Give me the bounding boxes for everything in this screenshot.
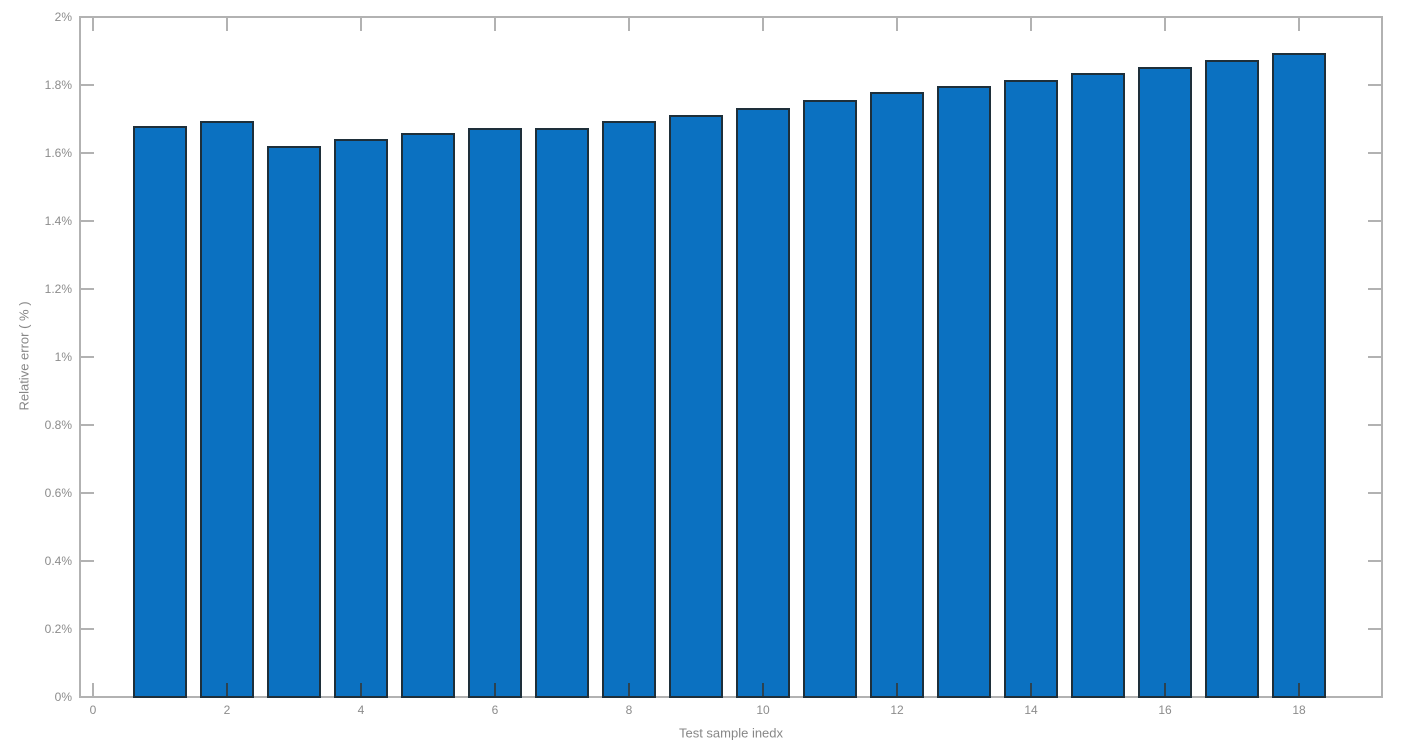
y-axis-tick — [81, 84, 94, 86]
bar — [1205, 60, 1259, 698]
y-tick-label: 1.2% — [44, 282, 72, 296]
x-tick-label: 10 — [756, 703, 770, 717]
x-tick-label: 2 — [223, 703, 231, 717]
x-axis-tick — [360, 683, 362, 696]
bar — [401, 133, 455, 698]
y-axis-tick-right — [1368, 288, 1381, 290]
y-axis-tick-right — [1368, 560, 1381, 562]
x-axis-tick — [92, 683, 94, 696]
y-tick-label: 2% — [54, 10, 72, 24]
bar — [669, 115, 723, 698]
x-axis-tick — [762, 683, 764, 696]
bar — [602, 121, 656, 698]
bar — [1071, 73, 1125, 698]
x-axis-tick-top — [226, 18, 228, 31]
y-tick-label: 1% — [54, 350, 72, 364]
y-axis-tick-right — [1368, 84, 1381, 86]
y-axis-tick — [81, 288, 94, 290]
y-tick-label: 0.6% — [44, 486, 72, 500]
y-tick-label: 0.2% — [44, 622, 72, 636]
y-axis-label: Relative error ( % ) — [16, 301, 32, 411]
x-tick-label: 18 — [1292, 703, 1306, 717]
x-axis-tick — [226, 683, 228, 696]
y-tick-label: 1.8% — [44, 78, 72, 92]
y-axis-tick — [81, 628, 94, 630]
y-axis-tick-right — [1368, 628, 1381, 630]
x-axis-tick — [896, 683, 898, 696]
bar — [1138, 67, 1192, 698]
bar — [334, 139, 388, 698]
y-axis-tick — [81, 424, 94, 426]
right-border-line — [1381, 16, 1383, 698]
y-axis-tick — [81, 16, 94, 18]
bar — [870, 92, 924, 698]
x-axis-tick-top — [494, 18, 496, 31]
x-axis-tick — [1030, 683, 1032, 696]
x-axis-tick-top — [762, 18, 764, 31]
x-axis-tick-top — [1030, 18, 1032, 31]
x-axis-tick — [494, 683, 496, 696]
x-tick-label: 16 — [1158, 703, 1172, 717]
y-tick-label: 1.4% — [44, 214, 72, 228]
y-axis-tick — [81, 356, 94, 358]
x-tick-label: 14 — [1024, 703, 1038, 717]
y-tick-label: 0.8% — [44, 418, 72, 432]
y-axis-tick — [81, 152, 94, 154]
y-tick-label: 1.6% — [44, 146, 72, 160]
x-tick-label: 0 — [89, 703, 97, 717]
x-tick-label: 12 — [890, 703, 904, 717]
x-axis-line — [79, 696, 1383, 698]
y-axis-line — [79, 16, 81, 698]
y-axis-tick-right — [1368, 152, 1381, 154]
x-axis-tick — [1298, 683, 1300, 696]
bar — [803, 100, 857, 698]
x-axis-tick — [628, 683, 630, 696]
bar — [267, 146, 321, 698]
x-tick-label: 6 — [491, 703, 499, 717]
bar — [535, 128, 589, 698]
bar — [937, 86, 991, 698]
bar — [1004, 80, 1058, 698]
y-axis-tick-right — [1368, 16, 1381, 18]
x-axis-tick — [1164, 683, 1166, 696]
y-axis-tick-right — [1368, 356, 1381, 358]
x-axis-tick-top — [92, 18, 94, 31]
x-axis-tick-top — [896, 18, 898, 31]
x-axis-tick-top — [628, 18, 630, 31]
y-axis-tick-right — [1368, 220, 1381, 222]
x-axis-label: Test sample inedx — [678, 725, 784, 741]
bar — [736, 108, 790, 698]
y-axis-tick — [81, 220, 94, 222]
x-axis-tick-top — [1164, 18, 1166, 31]
y-axis-tick — [81, 492, 94, 494]
x-tick-label: 4 — [357, 703, 365, 717]
bar — [1272, 53, 1326, 698]
top-border-line — [79, 16, 1383, 18]
y-axis-tick-right — [1368, 696, 1381, 698]
y-axis-tick-right — [1368, 492, 1381, 494]
x-axis-tick-top — [1298, 18, 1300, 31]
y-tick-label: 0% — [54, 690, 72, 704]
y-tick-label: 0.4% — [44, 554, 72, 568]
y-axis-tick — [81, 696, 94, 698]
x-tick-label: 8 — [625, 703, 633, 717]
bar — [200, 121, 254, 698]
y-axis-tick-right — [1368, 424, 1381, 426]
bar — [468, 128, 522, 698]
y-axis-tick — [81, 560, 94, 562]
bar — [133, 126, 187, 698]
x-axis-tick-top — [360, 18, 362, 31]
